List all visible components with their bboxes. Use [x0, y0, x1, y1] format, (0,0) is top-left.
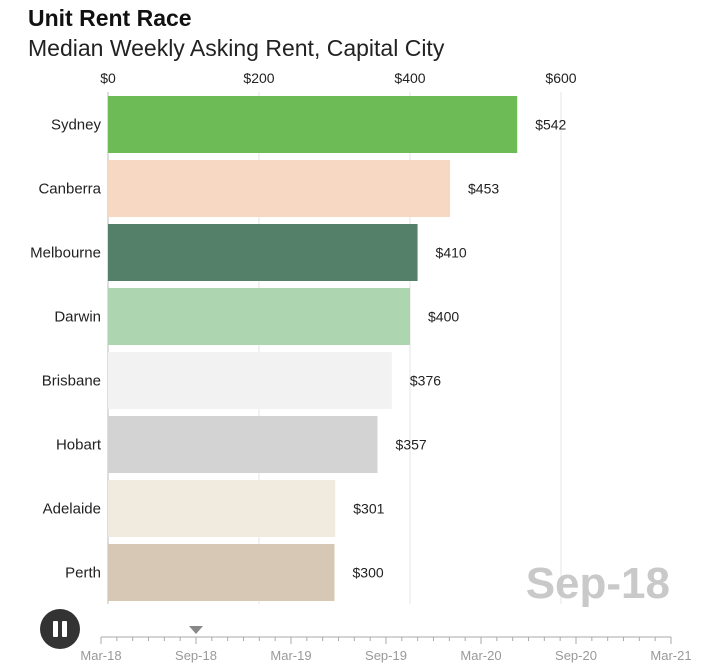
x-tick-label: $0 — [100, 70, 116, 86]
bar-adelaide — [108, 480, 336, 537]
bar-darwin — [108, 288, 410, 345]
bar-perth — [108, 544, 335, 601]
pause-icon-bar — [62, 621, 67, 637]
value-label: $357 — [396, 437, 427, 453]
bar-brisbane — [108, 352, 392, 409]
value-label: $300 — [353, 565, 384, 581]
value-label: $542 — [535, 117, 566, 133]
category-label: Melbourne — [30, 245, 101, 262]
x-tick-label: $400 — [394, 70, 425, 86]
value-label: $301 — [353, 501, 384, 517]
bar-melbourne — [108, 224, 418, 281]
bar-canberra — [108, 160, 451, 217]
x-tick-label: $600 — [545, 70, 576, 86]
timeline-label: Mar-21 — [650, 648, 691, 663]
pause-button[interactable] — [40, 609, 80, 649]
bar-sydney — [108, 96, 518, 153]
category-label: Adelaide — [43, 501, 101, 518]
bar-hobart — [108, 416, 378, 473]
category-label: Darwin — [54, 309, 101, 326]
category-label: Perth — [65, 565, 101, 582]
category-label: Brisbane — [42, 373, 101, 390]
timeline-label: Mar-19 — [270, 648, 311, 663]
category-label: Canberra — [38, 181, 101, 198]
value-label: $453 — [468, 181, 499, 197]
value-label: $400 — [428, 309, 459, 325]
value-label: $376 — [410, 373, 441, 389]
period-watermark: Sep-18 — [526, 559, 670, 608]
x-tick-label: $200 — [243, 70, 274, 86]
pause-icon — [53, 621, 58, 637]
timeline-label: Sep-18 — [175, 648, 217, 663]
timeline-handle[interactable] — [189, 626, 203, 634]
chart-subtitle: Median Weekly Asking Rent, Capital City — [28, 35, 445, 61]
timeline-label: Sep-19 — [365, 648, 407, 663]
timeline-label: Sep-20 — [555, 648, 597, 663]
chart-title: Unit Rent Race — [28, 5, 192, 31]
category-label: Hobart — [56, 437, 102, 454]
timeline-label: Mar-20 — [460, 648, 501, 663]
category-label: Sydney — [51, 117, 102, 134]
timeline-label: Mar-18 — [80, 648, 121, 663]
value-label: $410 — [436, 245, 467, 261]
